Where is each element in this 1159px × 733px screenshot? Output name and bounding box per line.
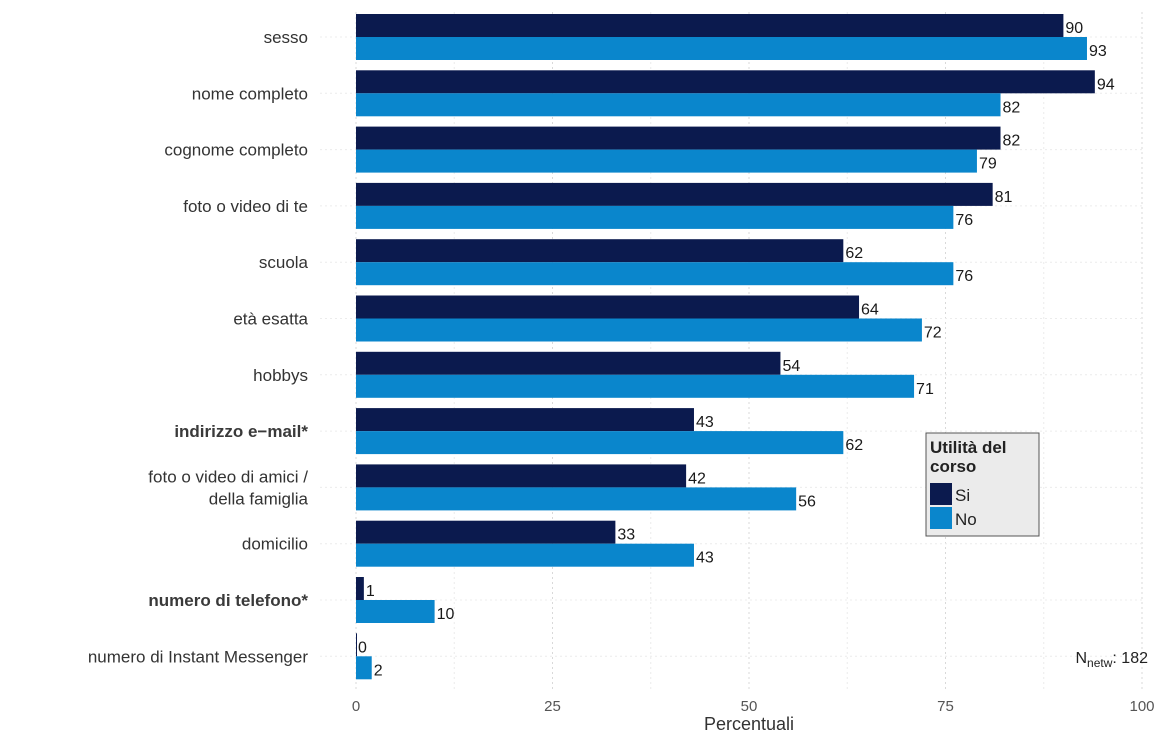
- x-tick-labels: 0 25 50 75 100: [352, 698, 1155, 715]
- category-label: hobbys: [253, 366, 308, 385]
- x-tick-label: 50: [741, 698, 758, 715]
- x-tick-label: 75: [937, 698, 954, 715]
- legend-title-text: Utilità del corso: [930, 438, 1007, 476]
- data-label: 56: [798, 493, 816, 510]
- category-label: numero di telefono*: [148, 591, 308, 610]
- data-label: 62: [845, 245, 863, 262]
- sample-size-prefix: N: [1075, 650, 1087, 667]
- legend-title: Utilità del corso: [930, 438, 1007, 476]
- data-label: 33: [617, 527, 635, 544]
- bar-no: [356, 93, 1001, 117]
- x-tick-label: 25: [544, 698, 561, 715]
- data-label: 79: [979, 156, 997, 173]
- sample-size-value: : 182: [1112, 650, 1148, 667]
- bar-no: [356, 262, 954, 286]
- bar-si: [356, 70, 1095, 94]
- sample-size-subscript: netw: [1087, 656, 1113, 670]
- bar-no: [356, 487, 797, 511]
- category-label: foto o video di te: [183, 197, 308, 216]
- data-label: 93: [1089, 43, 1107, 60]
- category-label: età esatta: [233, 310, 308, 329]
- bar-si: [356, 577, 364, 600]
- data-label: 43: [696, 414, 714, 431]
- bar-no: [356, 149, 977, 173]
- sample-size-note: Nnetw: 182: [1075, 650, 1148, 670]
- data-label: 1: [366, 583, 375, 600]
- legend-swatch-no: [930, 507, 952, 529]
- x-axis-title: Percentuali: [704, 714, 794, 733]
- bar-no: [356, 374, 915, 398]
- legend-swatch-si: [930, 483, 952, 505]
- data-label: 82: [1003, 133, 1021, 150]
- bar-no: [356, 37, 1087, 60]
- category-label: numero di Instant Messenger: [88, 647, 309, 666]
- bar-si: [356, 14, 1064, 37]
- category-label: cognome completo: [164, 141, 308, 160]
- category-label: foto o video di amici / della famiglia: [148, 467, 308, 508]
- bars: 90 93 94 82 82 79 81 76 62 76 64 72 54 71 43 62 42 56 33 43…: [356, 14, 1115, 680]
- data-label: 76: [955, 212, 973, 229]
- category-label: domicilio: [242, 535, 308, 554]
- bar-si: [356, 633, 357, 657]
- data-label: 94: [1097, 76, 1115, 93]
- data-label: 62: [845, 437, 863, 454]
- data-label: 82: [1003, 99, 1021, 116]
- category-label: scuola: [259, 253, 309, 272]
- data-label: 2: [374, 662, 383, 679]
- bar-si: [356, 520, 616, 544]
- bar-si: [356, 408, 694, 432]
- legend-label-si: Si: [955, 486, 970, 505]
- legend-label-no: No: [955, 510, 977, 529]
- bar-no: [356, 318, 922, 342]
- data-label: 76: [955, 268, 973, 285]
- bar-no: [356, 656, 372, 680]
- data-label: 64: [861, 302, 879, 319]
- data-label: 72: [924, 325, 942, 342]
- data-label: 90: [1065, 20, 1083, 37]
- data-label: 0: [358, 639, 367, 656]
- category-labels: sesso nome completo cognome completo foto o…: [88, 28, 309, 666]
- bar-no: [356, 205, 954, 229]
- data-label: 43: [696, 550, 714, 567]
- category-label: nome completo: [192, 84, 308, 103]
- bar-si: [356, 351, 781, 375]
- bar-si: [356, 126, 1001, 150]
- bar-no: [356, 431, 844, 455]
- data-label: 54: [782, 358, 800, 375]
- legend-items: Si No: [930, 483, 977, 529]
- bar-si: [356, 464, 687, 488]
- x-tick-label: 100: [1129, 698, 1154, 715]
- data-label: 81: [995, 189, 1013, 206]
- legend: Utilità del corso Si No: [925, 432, 1040, 537]
- data-label: 42: [688, 470, 706, 487]
- category-label: sesso: [264, 28, 308, 47]
- bar-no: [356, 543, 694, 567]
- bar-si: [356, 295, 860, 319]
- bar-si: [356, 239, 844, 263]
- bar-si: [356, 182, 993, 206]
- bar-no: [356, 600, 435, 623]
- category-label: indirizzo e−mail*: [174, 422, 308, 441]
- data-label: 10: [437, 606, 455, 623]
- x-tick-label: 0: [352, 698, 360, 715]
- data-label: 71: [916, 381, 934, 398]
